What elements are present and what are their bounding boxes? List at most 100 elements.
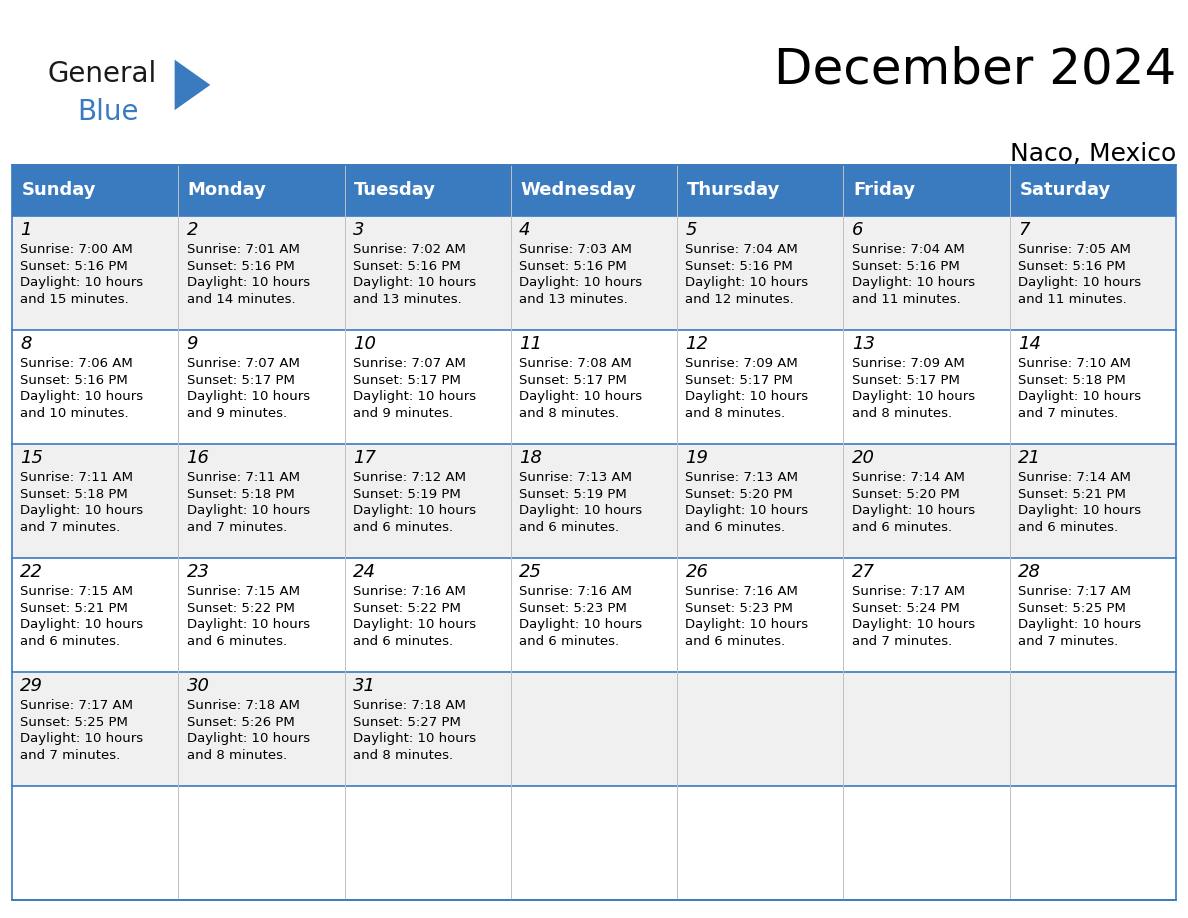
Text: Sunrise: 7:02 AM: Sunrise: 7:02 AM xyxy=(353,243,466,256)
FancyBboxPatch shape xyxy=(511,216,677,330)
Text: Sunrise: 7:09 AM: Sunrise: 7:09 AM xyxy=(852,357,965,370)
Text: 29: 29 xyxy=(20,677,43,695)
Text: Sunrise: 7:08 AM: Sunrise: 7:08 AM xyxy=(519,357,632,370)
Text: Sunday: Sunday xyxy=(21,182,96,199)
Text: Daylight: 10 hours: Daylight: 10 hours xyxy=(20,733,144,745)
Text: Daylight: 10 hours: Daylight: 10 hours xyxy=(353,390,476,403)
Text: Daylight: 10 hours: Daylight: 10 hours xyxy=(852,504,975,517)
FancyBboxPatch shape xyxy=(677,330,843,443)
Text: and 7 minutes.: and 7 minutes. xyxy=(20,521,120,533)
Text: Sunrise: 7:11 AM: Sunrise: 7:11 AM xyxy=(20,471,133,484)
Text: and 7 minutes.: and 7 minutes. xyxy=(1018,635,1118,648)
Text: Sunrise: 7:16 AM: Sunrise: 7:16 AM xyxy=(685,586,798,599)
Text: 9: 9 xyxy=(187,335,198,353)
Text: and 13 minutes.: and 13 minutes. xyxy=(353,293,462,306)
Text: Daylight: 10 hours: Daylight: 10 hours xyxy=(20,390,144,403)
Text: Sunrise: 7:12 AM: Sunrise: 7:12 AM xyxy=(353,471,466,484)
Text: Sunset: 5:17 PM: Sunset: 5:17 PM xyxy=(685,374,794,386)
Text: Sunset: 5:16 PM: Sunset: 5:16 PM xyxy=(685,260,794,273)
Text: Sunrise: 7:13 AM: Sunrise: 7:13 AM xyxy=(519,471,632,484)
Text: Sunset: 5:16 PM: Sunset: 5:16 PM xyxy=(1018,260,1126,273)
FancyBboxPatch shape xyxy=(178,786,345,900)
Text: Sunrise: 7:07 AM: Sunrise: 7:07 AM xyxy=(187,357,299,370)
Text: Sunset: 5:20 PM: Sunset: 5:20 PM xyxy=(685,487,794,500)
FancyBboxPatch shape xyxy=(511,443,677,558)
Text: Daylight: 10 hours: Daylight: 10 hours xyxy=(685,619,809,632)
FancyBboxPatch shape xyxy=(12,558,178,672)
FancyBboxPatch shape xyxy=(345,443,511,558)
Text: Sunrise: 7:10 AM: Sunrise: 7:10 AM xyxy=(1018,357,1131,370)
Text: 26: 26 xyxy=(685,564,708,581)
FancyBboxPatch shape xyxy=(511,330,677,443)
Text: and 8 minutes.: and 8 minutes. xyxy=(685,407,785,420)
Text: 31: 31 xyxy=(353,677,375,695)
FancyBboxPatch shape xyxy=(12,216,178,330)
FancyBboxPatch shape xyxy=(843,786,1010,900)
Text: Sunrise: 7:15 AM: Sunrise: 7:15 AM xyxy=(187,586,299,599)
Text: Sunrise: 7:14 AM: Sunrise: 7:14 AM xyxy=(852,471,965,484)
FancyBboxPatch shape xyxy=(1010,443,1176,558)
Text: Daylight: 10 hours: Daylight: 10 hours xyxy=(187,504,310,517)
Text: and 9 minutes.: and 9 minutes. xyxy=(353,407,453,420)
Text: and 8 minutes.: and 8 minutes. xyxy=(187,749,286,762)
Text: Sunrise: 7:18 AM: Sunrise: 7:18 AM xyxy=(353,700,466,712)
Text: and 6 minutes.: and 6 minutes. xyxy=(519,635,619,648)
Text: 15: 15 xyxy=(20,449,43,467)
Text: Daylight: 10 hours: Daylight: 10 hours xyxy=(187,276,310,289)
FancyBboxPatch shape xyxy=(677,443,843,558)
FancyBboxPatch shape xyxy=(843,558,1010,672)
Text: December 2024: December 2024 xyxy=(773,46,1176,94)
Text: 20: 20 xyxy=(852,449,874,467)
Text: Sunset: 5:17 PM: Sunset: 5:17 PM xyxy=(353,374,461,386)
Text: 1: 1 xyxy=(20,221,32,240)
FancyBboxPatch shape xyxy=(1010,672,1176,786)
FancyBboxPatch shape xyxy=(511,672,677,786)
Text: 3: 3 xyxy=(353,221,365,240)
FancyBboxPatch shape xyxy=(345,786,511,900)
Text: Daylight: 10 hours: Daylight: 10 hours xyxy=(353,619,476,632)
Text: Sunrise: 7:16 AM: Sunrise: 7:16 AM xyxy=(519,586,632,599)
Text: Daylight: 10 hours: Daylight: 10 hours xyxy=(20,619,144,632)
Text: and 7 minutes.: and 7 minutes. xyxy=(20,749,120,762)
Text: 8: 8 xyxy=(20,335,32,353)
Text: Sunrise: 7:03 AM: Sunrise: 7:03 AM xyxy=(519,243,632,256)
Text: Sunrise: 7:04 AM: Sunrise: 7:04 AM xyxy=(852,243,965,256)
FancyBboxPatch shape xyxy=(511,165,677,216)
Text: Daylight: 10 hours: Daylight: 10 hours xyxy=(187,619,310,632)
Text: 28: 28 xyxy=(1018,564,1041,581)
Text: and 6 minutes.: and 6 minutes. xyxy=(187,635,286,648)
Text: Daylight: 10 hours: Daylight: 10 hours xyxy=(852,276,975,289)
Text: 17: 17 xyxy=(353,449,375,467)
Text: and 6 minutes.: and 6 minutes. xyxy=(1018,521,1118,533)
Text: Sunset: 5:20 PM: Sunset: 5:20 PM xyxy=(852,487,960,500)
FancyBboxPatch shape xyxy=(178,558,345,672)
Text: and 7 minutes.: and 7 minutes. xyxy=(1018,407,1118,420)
Text: Sunrise: 7:06 AM: Sunrise: 7:06 AM xyxy=(20,357,133,370)
Text: Daylight: 10 hours: Daylight: 10 hours xyxy=(685,276,809,289)
Text: 22: 22 xyxy=(20,564,43,581)
FancyBboxPatch shape xyxy=(843,672,1010,786)
Text: Sunset: 5:21 PM: Sunset: 5:21 PM xyxy=(20,602,128,615)
FancyBboxPatch shape xyxy=(677,216,843,330)
Text: Sunset: 5:16 PM: Sunset: 5:16 PM xyxy=(519,260,627,273)
Text: Monday: Monday xyxy=(188,182,266,199)
Text: 21: 21 xyxy=(1018,449,1041,467)
Text: Daylight: 10 hours: Daylight: 10 hours xyxy=(187,733,310,745)
Text: Sunrise: 7:17 AM: Sunrise: 7:17 AM xyxy=(20,700,133,712)
Text: Daylight: 10 hours: Daylight: 10 hours xyxy=(1018,390,1142,403)
Text: Sunset: 5:18 PM: Sunset: 5:18 PM xyxy=(20,487,128,500)
Text: 14: 14 xyxy=(1018,335,1041,353)
Text: and 10 minutes.: and 10 minutes. xyxy=(20,407,128,420)
Text: 13: 13 xyxy=(852,335,874,353)
Text: Sunrise: 7:00 AM: Sunrise: 7:00 AM xyxy=(20,243,133,256)
FancyBboxPatch shape xyxy=(12,443,178,558)
Text: Daylight: 10 hours: Daylight: 10 hours xyxy=(1018,619,1142,632)
Text: Daylight: 10 hours: Daylight: 10 hours xyxy=(20,276,144,289)
Text: Sunrise: 7:09 AM: Sunrise: 7:09 AM xyxy=(685,357,798,370)
Text: General: General xyxy=(48,60,157,88)
Text: Sunrise: 7:16 AM: Sunrise: 7:16 AM xyxy=(353,586,466,599)
Text: Daylight: 10 hours: Daylight: 10 hours xyxy=(1018,504,1142,517)
Polygon shape xyxy=(175,60,210,110)
FancyBboxPatch shape xyxy=(12,786,178,900)
Text: Sunrise: 7:04 AM: Sunrise: 7:04 AM xyxy=(685,243,798,256)
